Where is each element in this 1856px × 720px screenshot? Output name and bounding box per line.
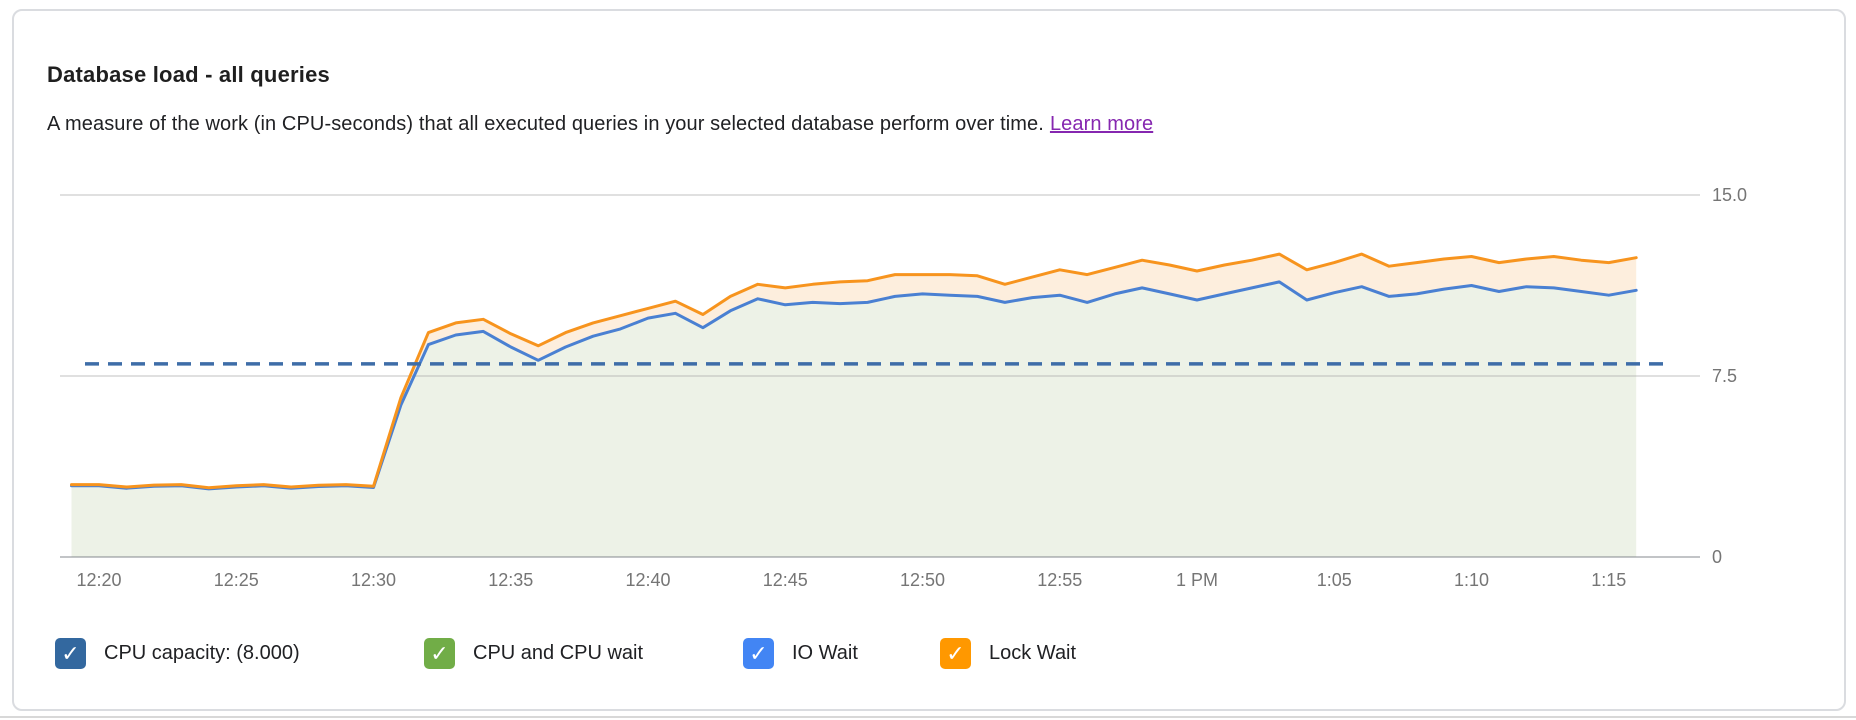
x-tick-label: 12:30 xyxy=(350,570,397,590)
learn-more-link[interactable]: Learn more xyxy=(1049,113,1154,135)
legend-label: CPU capacity: (8.000) xyxy=(104,642,300,664)
lock-wait-line xyxy=(70,252,1638,490)
x-tick-label: 1 PM xyxy=(1175,570,1219,590)
x-tick-label: 12:35 xyxy=(488,570,534,590)
y-tick-label: 7.5 xyxy=(1712,366,1738,386)
legend-item-io-wait[interactable]: ✓ IO Wait xyxy=(743,638,858,669)
x-tick-label: 12:20 xyxy=(76,570,122,590)
y-tick-label: 0 xyxy=(1712,547,1723,567)
legend-label: IO Wait xyxy=(792,642,858,664)
chart-subtitle: A measure of the work (in CPU-seconds) t… xyxy=(47,113,1153,136)
chart-title: Database load - all queries xyxy=(47,62,330,88)
legend-item-cpu-and-cpu-wait[interactable]: ✓ CPU and CPU wait xyxy=(424,638,643,669)
x-tick-label: 12:40 xyxy=(625,570,671,590)
cpu-io-wait-area xyxy=(71,281,1637,557)
y-tick-label: 15.0 xyxy=(1712,185,1748,205)
lock-wait-area xyxy=(71,254,1637,489)
chart-subtitle-text: A measure of the work (in CPU-seconds) t… xyxy=(47,113,1044,135)
cpu-capacity-checkbox[interactable]: ✓ xyxy=(55,638,86,669)
x-tick-label: 1:05 xyxy=(1316,570,1352,590)
x-tick-label: 12:45 xyxy=(762,570,808,590)
legend-label: Lock Wait xyxy=(989,642,1077,664)
x-tick-label: 12:25 xyxy=(213,570,259,590)
x-tick-label: 12:50 xyxy=(899,570,946,590)
chart-legend: ✓ CPU capacity: (8.000) ✓ CPU and CPU wait ✓… xyxy=(0,638,1856,674)
legend-label: CPU and CPU wait xyxy=(473,642,644,664)
x-tick-label: 12:55 xyxy=(1037,570,1083,590)
bottom-divider xyxy=(0,716,1856,718)
legend-item-lock-wait[interactable]: ✓ Lock Wait xyxy=(940,638,1076,669)
lock-wait-checkbox[interactable]: ✓ xyxy=(940,638,971,669)
cpu-and-cpu-wait-checkbox[interactable]: ✓ xyxy=(424,638,455,669)
legend-item-cpu-capacity[interactable]: ✓ CPU capacity: (8.000) xyxy=(55,638,300,669)
x-tick-label: 1:15 xyxy=(1591,570,1627,590)
io-wait-checkbox[interactable]: ✓ xyxy=(743,638,774,669)
x-tick-label: 1:10 xyxy=(1453,570,1490,590)
